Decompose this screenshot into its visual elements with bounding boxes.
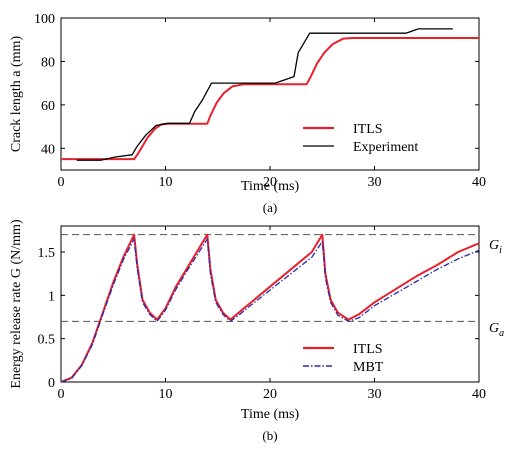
y-tick-label: 80	[41, 55, 55, 70]
x-tick-label: 20	[263, 387, 277, 402]
x-tick-label: 0	[58, 175, 65, 190]
legend-a-experiment-label: Experiment	[353, 140, 418, 155]
panel-a: 0 10 20 30 40 40 60 80 100 Time (ms) (a) Crack …	[9, 12, 486, 215]
x-tick-label: 10	[159, 175, 173, 190]
x-tick-label: 40	[472, 175, 486, 190]
series-line-itls	[61, 37, 479, 161]
panel-a-y-ticks: 40 60 80 100	[34, 12, 479, 157]
panel-b-label: (b)	[262, 428, 277, 443]
panel-b-reference-lines	[61, 234, 479, 322]
panel-a-x-ticks: 0 10 20 30 40	[58, 18, 486, 190]
series-line-experiment	[76, 28, 453, 161]
panel-b-x-axis-label: Time (ms)	[241, 407, 300, 422]
x-tick-label: 30	[368, 175, 382, 190]
panel-a-legend: ITLS Experiment	[303, 122, 418, 155]
legend-a-itls-label: ITLS	[353, 122, 383, 137]
panel-b-y-axis-label: Energy release rate G (N/mm)	[9, 219, 24, 389]
panel-a-x-axis-label: Time (ms)	[241, 179, 300, 194]
panel-b-axes-frame	[60, 225, 480, 383]
y-tick-label: 0	[48, 376, 55, 391]
y-tick-label: 0.5	[38, 333, 56, 348]
panel-b-y-ticks: 0 0.5 1 1.5	[38, 246, 479, 391]
y-tick-label: 60	[41, 99, 55, 114]
panel-b-series	[60, 233, 480, 383]
ga-reference-label: Ga	[489, 321, 504, 339]
y-tick-label: 1.5	[38, 246, 56, 261]
y-tick-label: 40	[41, 142, 55, 157]
panel-a-label: (a)	[263, 200, 277, 215]
panel-b-legend: ITLS MBT	[303, 342, 384, 375]
x-tick-label: 10	[159, 387, 173, 402]
series-line-itls	[60, 233, 480, 383]
x-tick-label: 0	[58, 387, 65, 402]
legend-b-mbt-label: MBT	[353, 360, 384, 375]
x-tick-label: 40	[472, 387, 486, 402]
series-line-mbt	[60, 238, 480, 383]
y-tick-label: 100	[34, 12, 55, 27]
panel-a-y-axis-label: Crack length a (mm)	[9, 36, 24, 153]
x-tick-label: 30	[368, 387, 382, 402]
legend-b-itls-label: ITLS	[353, 342, 383, 357]
panel-a-series	[61, 28, 479, 161]
gi-reference-label: Gi	[489, 238, 502, 256]
y-tick-label: 1	[48, 289, 55, 304]
x-tick-label: 20	[263, 175, 277, 190]
panel-b-x-ticks: 0 10 20 30 40	[58, 226, 486, 402]
panel-b: 0 10 20 30 40 0 0.5 1 1.5 Time (ms) (b) Energy …	[9, 219, 504, 443]
